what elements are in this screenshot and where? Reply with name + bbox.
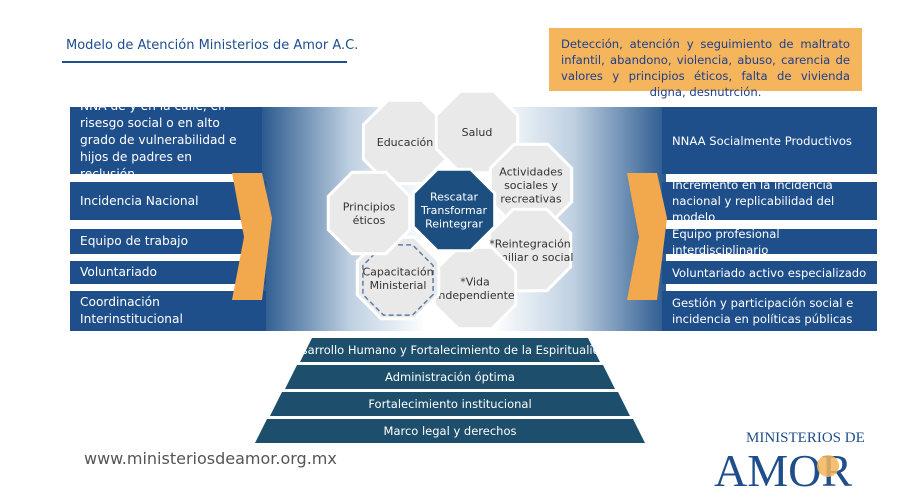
title-underline	[62, 61, 347, 63]
petal-capacitacion	[355, 235, 441, 321]
core-hexagon	[411, 167, 497, 253]
logo-sun-icon	[817, 455, 839, 477]
petal-capacitacion-text: Capacitación	[362, 265, 433, 278]
petal-actividades-text: recreativas	[500, 193, 562, 206]
petal-reintegracion-text: familiar o social	[487, 251, 574, 264]
petal-principios-text: éticos	[353, 214, 386, 227]
left-item-equipo: Equipo de trabajo	[70, 229, 266, 254]
petal-salud	[434, 89, 520, 175]
petal-principios	[326, 170, 412, 256]
problem-note: Detección, atención y seguimiento de mal…	[549, 28, 862, 99]
petal-educacion-text: Educación	[377, 136, 434, 149]
petal-salud-text: Salud	[462, 126, 493, 139]
foundation-pyramid: Desarrollo Humano y Fortalecimiento de l…	[255, 338, 645, 443]
foundation-layer-2	[285, 365, 615, 389]
right-item-productivos: NNAA Socialmente Productivos	[662, 107, 877, 174]
foundation-layer-2-text: Administración óptima	[385, 370, 515, 384]
diagram-title: Modelo de Atención Ministerios de Amor A…	[66, 38, 359, 53]
petal-reintegracion-text: *Reintegración	[489, 237, 571, 250]
foundation-layer-3	[270, 392, 630, 416]
petal-actividades-text: Actividades	[499, 166, 563, 179]
right-item-gestion: Gestión y participación social e inciden…	[662, 291, 877, 331]
petal-capacitacion-text: Ministerial	[370, 279, 427, 292]
foundation-layer-1-text: Desarrollo Humano y Fortalecimiento de l…	[286, 343, 614, 357]
left-item-voluntariado: Voluntariado	[70, 261, 266, 284]
foundation-layer-4	[255, 419, 645, 443]
petal-vida-text: independiente	[435, 289, 515, 302]
petal-actividades-text: sociales y	[504, 179, 558, 192]
right-arrow	[627, 173, 667, 300]
logo-line1: MINISTERIOS DE	[746, 430, 865, 446]
website-url[interactable]: www.ministeriosdeamor.org.mx	[84, 449, 337, 468]
ministerios-logo: MINISTERIOS DE AMOR	[714, 430, 865, 495]
core-text: Reintegrar	[425, 218, 483, 231]
left-item-incidencia: Incidencia Nacional	[70, 182, 266, 220]
right-item-voluntariado: Voluntariado activo especializado	[662, 261, 877, 284]
petal-capacitacion-dashed-outline	[362, 244, 434, 316]
left-arrow	[232, 173, 272, 300]
foundation-layer-4-text: Marco legal y derechos	[384, 424, 517, 438]
foundation-layer-3-text: Fortalecimiento institucional	[368, 397, 531, 411]
core-text: Transformar	[420, 204, 487, 217]
petal-principios-text: Principios	[343, 200, 396, 213]
foundation-layer-1	[300, 338, 600, 362]
right-item-equipo: Equipo profesional interdisciplinario	[662, 227, 877, 257]
core-text: Rescatar	[430, 191, 478, 204]
petal-vida-text: *Vida	[460, 275, 490, 288]
